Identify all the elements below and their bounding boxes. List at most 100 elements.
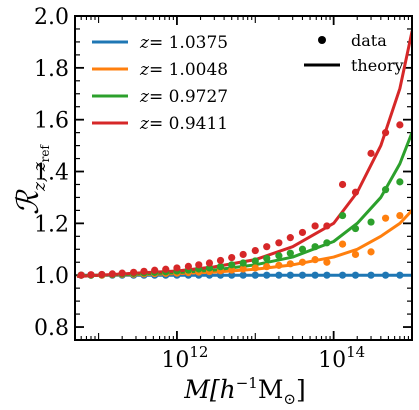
data-point-series-1 xyxy=(239,265,247,273)
data-point-series-0 xyxy=(275,271,283,279)
y-tick-label: 1.0 xyxy=(34,264,69,289)
x-tick-label: 1012 xyxy=(161,343,208,373)
data-point-series-1 xyxy=(263,263,271,271)
data-point-series-0 xyxy=(351,271,360,279)
data-point-series-1 xyxy=(351,250,360,259)
data-point-series-0 xyxy=(381,271,390,279)
y-tick-label: 1.6 xyxy=(34,109,69,134)
data-point-series-2 xyxy=(216,263,225,271)
data-point-series-3 xyxy=(130,268,138,276)
data-point-series-1 xyxy=(286,260,294,268)
data-point-series-0 xyxy=(251,271,259,279)
data-point-series-3 xyxy=(173,264,181,272)
y-tick-label: 2.0 xyxy=(34,5,69,30)
data-point-series-0 xyxy=(286,271,294,279)
plot-frame xyxy=(74,15,413,341)
data-point-series-0 xyxy=(338,271,347,279)
data-point-series-2 xyxy=(251,257,259,265)
y-tick-labels: 0.8 1.0 1.2 1.4 1.6 1.8 2.0 xyxy=(34,5,69,341)
data-point-series-2 xyxy=(323,239,331,247)
legend-styles: data theory xyxy=(304,31,404,75)
legend-series: z= 1.0375 z= 1.0048 z= 0.9727 z= 0.9411 xyxy=(92,33,228,134)
data-point-series-1 xyxy=(298,258,307,266)
data-point-series-2 xyxy=(311,243,319,251)
data-point-series-3 xyxy=(228,253,236,262)
data-point-series-1 xyxy=(338,240,347,248)
data-point-series-1 xyxy=(251,264,259,272)
data-point-series-3 xyxy=(108,270,116,278)
data-point-series-2 xyxy=(381,186,390,194)
legend-label-series-0: z= 1.0375 xyxy=(139,33,228,53)
data-point-series-2 xyxy=(275,252,283,260)
data-point-series-2 xyxy=(396,178,404,186)
data-point-series-3 xyxy=(184,262,192,270)
data-point-series-3 xyxy=(311,222,319,230)
data-point-series-3 xyxy=(162,265,170,273)
data-point-series-3 xyxy=(140,267,148,275)
data-point-series-3 xyxy=(239,250,247,259)
data-point-series-3 xyxy=(251,246,259,255)
data-point-series-1 xyxy=(275,261,283,269)
legend-label-series-2: z= 0.9727 xyxy=(139,87,228,107)
y-tick-label: 0.8 xyxy=(34,316,69,341)
data-point-series-1 xyxy=(228,266,236,274)
theory-line-series-3 xyxy=(76,30,412,278)
data-point-series-0 xyxy=(396,271,404,279)
legend-style-label: theory xyxy=(351,56,404,75)
y-tick-label: 1.8 xyxy=(34,57,69,82)
data-point-series-3 xyxy=(396,121,404,129)
data-point-series-3 xyxy=(338,180,347,189)
data-point-series-3 xyxy=(351,188,360,196)
data-point-series-2 xyxy=(338,211,347,220)
plot-background xyxy=(75,16,412,340)
y-tick-label: 1.2 xyxy=(34,212,69,237)
data-point-series-3 xyxy=(263,243,271,251)
data-point-series-0 xyxy=(239,271,247,279)
data-point-series-2 xyxy=(351,224,360,233)
data-point-series-3 xyxy=(77,271,85,279)
data-point-series-2 xyxy=(298,245,307,253)
data-point-series-3 xyxy=(216,256,225,265)
legend-data-marker xyxy=(318,36,326,44)
data-point-series-3 xyxy=(298,228,307,237)
data-point-series-1 xyxy=(311,256,319,264)
data-point-series-3 xyxy=(367,149,375,157)
x-tick-labels: 1012 1014 xyxy=(161,343,365,373)
data-point-series-2 xyxy=(205,264,214,272)
data-point-series-1 xyxy=(323,258,331,266)
data-point-series-2 xyxy=(263,254,271,262)
data-point-series-0 xyxy=(323,271,331,279)
y-tick-label: 1.4 xyxy=(34,161,69,186)
x-tick-label: 1014 xyxy=(318,343,365,373)
x-axis-label: M[h−1M⊙] xyxy=(183,374,306,408)
legend-label-series-1: z= 1.0048 xyxy=(139,60,228,80)
data-point-series-2 xyxy=(239,259,247,267)
legend-style-label: data xyxy=(351,31,387,50)
legend-label-series-3: z= 0.9411 xyxy=(139,114,228,134)
data-point-series-3 xyxy=(275,239,283,247)
data-point-series-0 xyxy=(298,271,307,279)
data-point-series-1 xyxy=(396,211,404,220)
data-point-series-0 xyxy=(263,271,271,279)
data-point-series-0 xyxy=(367,271,375,279)
data-point-series-1 xyxy=(381,214,390,222)
data-point-series-3 xyxy=(87,271,95,279)
data-point-series-0 xyxy=(228,271,236,279)
data-point-series-2 xyxy=(367,218,375,226)
data-point-series-0 xyxy=(311,271,319,279)
data-point-series-3 xyxy=(205,259,214,267)
data-point-series-3 xyxy=(381,129,390,137)
data-point-series-2 xyxy=(286,249,294,257)
series-layer xyxy=(76,30,412,279)
data-point-series-3 xyxy=(195,261,203,269)
data-point-series-2 xyxy=(228,261,236,269)
data-point-series-3 xyxy=(286,234,294,242)
data-point-series-3 xyxy=(151,266,159,274)
data-point-series-3 xyxy=(118,269,126,277)
data-point-series-3 xyxy=(98,270,106,279)
data-point-series-3 xyxy=(323,222,331,230)
y-axis-label: ℛz, zref xyxy=(11,143,52,215)
data-point-series-1 xyxy=(367,248,375,256)
